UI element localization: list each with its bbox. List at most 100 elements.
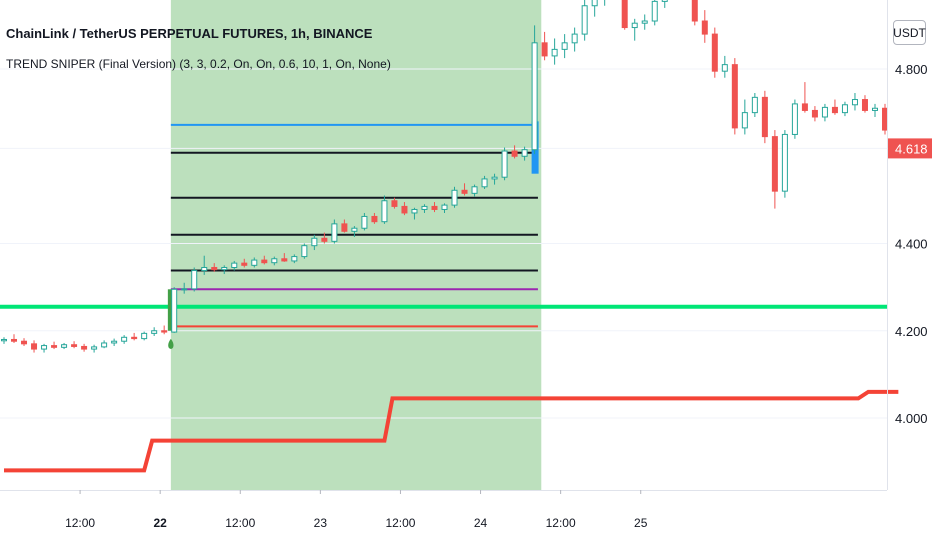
time-tick-label: 12:00 xyxy=(385,516,415,530)
price-tick-label: 4.000 xyxy=(895,411,928,426)
indicator-legend[interactable]: TREND SNIPER (Final Version) (3, 3, 0.2,… xyxy=(6,57,391,71)
time-tick-label: 25 xyxy=(634,516,648,530)
candle xyxy=(41,345,48,350)
price-tick-label: 4.200 xyxy=(895,324,928,339)
currency-unit-button[interactable]: USDT xyxy=(893,20,926,45)
candle xyxy=(571,33,578,44)
candle xyxy=(321,237,328,242)
candle xyxy=(691,0,698,22)
candle xyxy=(371,215,378,223)
candle xyxy=(411,208,418,214)
candle xyxy=(71,344,78,347)
candle xyxy=(381,200,388,223)
candle xyxy=(451,189,458,206)
candle xyxy=(241,262,248,266)
candle xyxy=(151,330,158,334)
candle xyxy=(311,237,318,247)
candle xyxy=(251,259,258,266)
candle xyxy=(191,270,198,290)
candle xyxy=(771,136,778,192)
buy-signal-marker xyxy=(168,338,174,349)
candle xyxy=(181,288,188,291)
price-tick-label: 4.400 xyxy=(895,237,928,252)
candle xyxy=(641,20,648,24)
candle xyxy=(271,258,278,264)
candle xyxy=(882,107,888,131)
time-tick-label: 24 xyxy=(474,516,488,530)
candle xyxy=(791,103,798,135)
price-tick-label: 4.800 xyxy=(895,62,928,77)
candle xyxy=(341,223,348,232)
candle xyxy=(431,205,438,210)
candle xyxy=(831,106,838,114)
candle xyxy=(441,204,448,210)
candle xyxy=(211,266,218,271)
candle xyxy=(221,266,228,271)
last-price-label: 4.618 xyxy=(895,141,928,156)
candle xyxy=(801,103,808,111)
candle xyxy=(391,200,398,207)
candle xyxy=(851,99,858,106)
time-tick-label: 22 xyxy=(154,516,168,530)
candle xyxy=(541,42,548,57)
candle xyxy=(101,342,108,348)
candle xyxy=(91,346,98,350)
candle xyxy=(291,256,298,262)
candle xyxy=(401,205,408,214)
candle xyxy=(711,33,718,72)
candle xyxy=(171,288,178,333)
candle xyxy=(841,104,848,114)
candle xyxy=(331,223,338,242)
candle xyxy=(201,266,208,272)
candle xyxy=(821,106,828,118)
candle xyxy=(281,258,288,262)
candle xyxy=(751,96,758,114)
candle xyxy=(131,336,138,340)
candle xyxy=(861,99,868,111)
candle xyxy=(231,262,238,268)
candle xyxy=(651,0,658,22)
symbol-title[interactable]: ChainLink / TetherUS PERPETUAL FUTURES, … xyxy=(6,26,373,41)
candle xyxy=(871,107,878,111)
candle xyxy=(11,338,18,342)
candle xyxy=(521,149,528,157)
candle xyxy=(161,330,168,333)
candle xyxy=(761,96,768,138)
candle xyxy=(631,22,638,29)
candle xyxy=(261,259,268,264)
candle xyxy=(491,176,498,180)
candle xyxy=(701,20,708,35)
candle xyxy=(591,0,598,7)
candle xyxy=(661,0,668,2)
candle xyxy=(141,332,148,340)
trailing-stop-line xyxy=(4,389,899,473)
candle xyxy=(501,150,508,178)
candle xyxy=(51,345,58,348)
candle xyxy=(561,42,568,50)
candle xyxy=(21,340,28,345)
candle xyxy=(1,338,7,342)
time-tick-label: 12:00 xyxy=(65,516,95,530)
signal-zone xyxy=(170,0,542,490)
time-tick-label: 12:00 xyxy=(546,516,576,530)
candle xyxy=(81,345,88,350)
candle xyxy=(581,5,588,35)
candle xyxy=(741,112,748,129)
candle xyxy=(301,245,308,258)
candle xyxy=(61,344,68,348)
candle xyxy=(551,48,558,57)
candle xyxy=(731,64,738,129)
last-price-tag xyxy=(888,138,932,159)
candle xyxy=(31,343,38,350)
candle xyxy=(781,133,788,192)
candle xyxy=(361,215,368,229)
candle xyxy=(811,109,818,118)
candle xyxy=(621,0,628,29)
candle xyxy=(721,64,728,72)
time-tick-label: 12:00 xyxy=(225,516,255,530)
candle xyxy=(461,189,468,194)
candle xyxy=(351,227,358,232)
candle xyxy=(531,42,538,151)
